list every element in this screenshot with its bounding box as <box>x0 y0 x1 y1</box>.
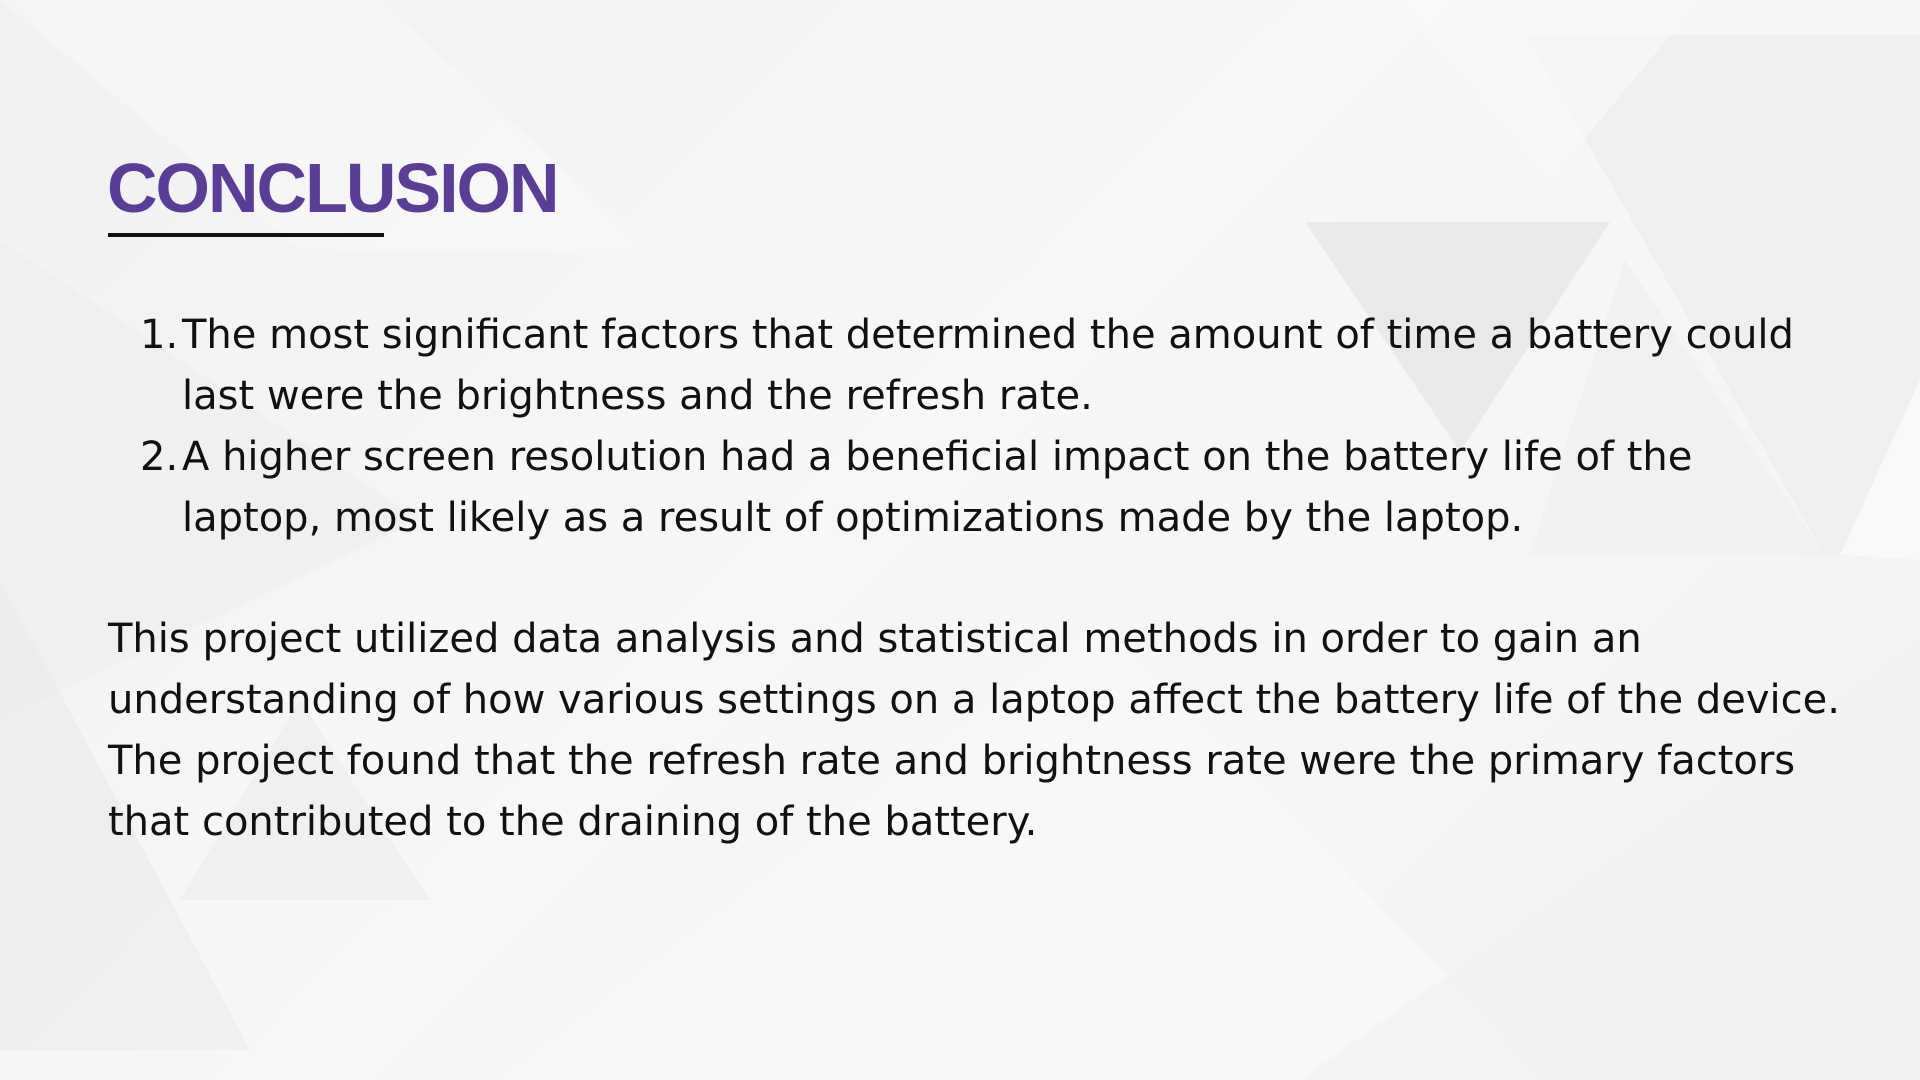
bg-shard <box>1525 35 1920 560</box>
bg-shard <box>180 700 430 900</box>
bg-shard <box>0 0 650 250</box>
list-item: 1. The most significant factors that det… <box>0 305 1820 427</box>
bg-shard <box>1400 0 1700 180</box>
list-item: 2. A higher screen resolution had a bene… <box>0 427 1820 549</box>
list-item-number: 2. <box>140 434 179 480</box>
summary-paragraph: This project utilized data analysis and … <box>108 616 1840 845</box>
page-title: CONCLUSION <box>107 149 560 227</box>
title-underline <box>108 233 384 237</box>
list-item-text: The most significant factors that determ… <box>182 312 1794 419</box>
bg-shard <box>0 580 250 1050</box>
bg-shard <box>1300 640 1920 1080</box>
list-item-text: A higher screen resolution had a benefic… <box>182 434 1693 541</box>
list-item-number: 1. <box>140 312 179 358</box>
bg-shard <box>1305 222 1610 452</box>
findings-list: 1. The most significant factors that det… <box>0 305 1820 549</box>
bg-shard <box>0 240 420 720</box>
bg-shard <box>1530 260 1825 555</box>
bg-shard <box>500 620 1550 1080</box>
bg-shard <box>1840 380 1920 560</box>
